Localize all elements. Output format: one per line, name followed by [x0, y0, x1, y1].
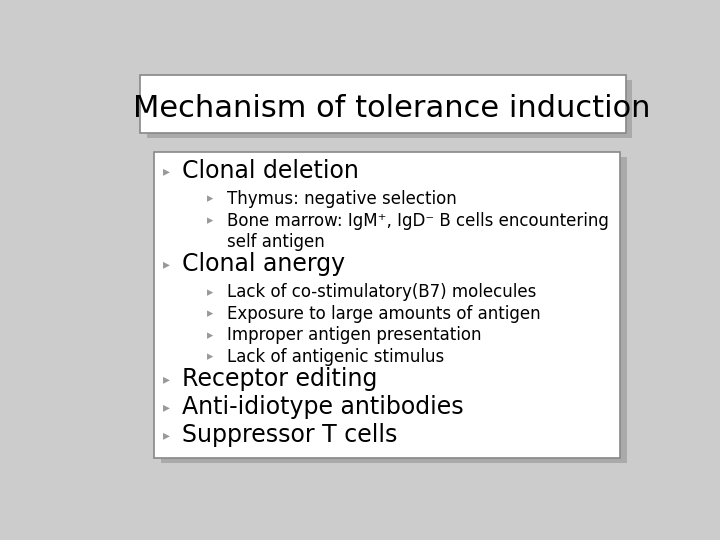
- Text: Receptor editing: Receptor editing: [182, 367, 377, 391]
- FancyBboxPatch shape: [147, 80, 632, 138]
- Text: Suppressor T cells: Suppressor T cells: [182, 423, 397, 447]
- FancyBboxPatch shape: [161, 157, 627, 463]
- Text: Clonal deletion: Clonal deletion: [182, 159, 359, 183]
- Text: ▸: ▸: [207, 286, 213, 299]
- Text: ▸: ▸: [163, 164, 169, 178]
- Text: Improper antigen presentation: Improper antigen presentation: [227, 327, 481, 345]
- Text: Mechanism of tolerance induction: Mechanism of tolerance induction: [132, 94, 650, 123]
- Text: self antigen: self antigen: [227, 233, 325, 251]
- Text: ▸: ▸: [163, 372, 169, 386]
- Text: Anti-idiotype antibodies: Anti-idiotype antibodies: [182, 395, 464, 419]
- Text: Thymus: negative selection: Thymus: negative selection: [227, 190, 456, 208]
- Text: ▸: ▸: [163, 257, 169, 271]
- Text: Lack of antigenic stimulus: Lack of antigenic stimulus: [227, 348, 444, 366]
- Text: Lack of co-stimulatory(B7) molecules: Lack of co-stimulatory(B7) molecules: [227, 284, 536, 301]
- Text: ▸: ▸: [163, 400, 169, 414]
- Text: ▸: ▸: [207, 307, 213, 320]
- Text: Exposure to large amounts of antigen: Exposure to large amounts of antigen: [227, 305, 540, 323]
- Text: ▸: ▸: [207, 329, 213, 342]
- Text: ▸: ▸: [207, 350, 213, 363]
- FancyBboxPatch shape: [154, 152, 620, 458]
- Text: Clonal anergy: Clonal anergy: [182, 252, 345, 276]
- FancyBboxPatch shape: [140, 75, 626, 133]
- Text: ▸: ▸: [207, 214, 213, 227]
- Text: ▸: ▸: [207, 193, 213, 206]
- Text: Bone marrow: IgM⁺, IgD⁻ B cells encountering: Bone marrow: IgM⁺, IgD⁻ B cells encounte…: [227, 212, 608, 230]
- Text: ▸: ▸: [163, 428, 169, 442]
